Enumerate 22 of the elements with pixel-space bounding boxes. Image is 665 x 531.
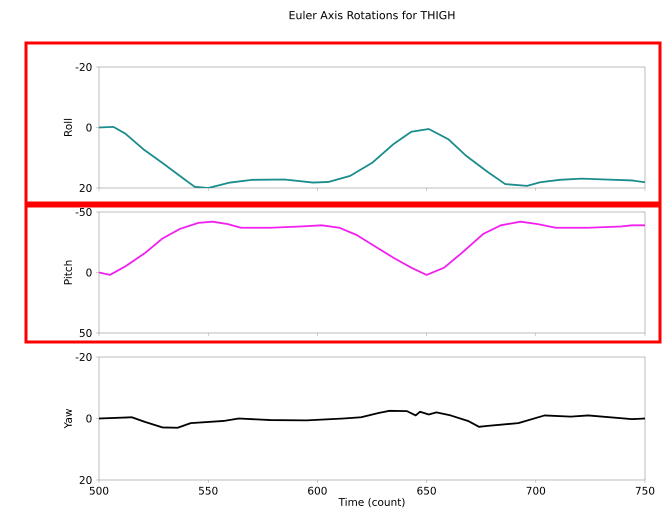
x-tick-label: 600 (308, 486, 327, 495)
y-tick-label: -20 (76, 63, 92, 71)
y-axis-title: Pitch (64, 260, 72, 284)
y-tick-label: 0 (86, 124, 92, 132)
line-series (99, 126, 646, 188)
y-tick-label: -20 (76, 353, 92, 361)
y-tick-label: 20 (80, 184, 92, 192)
y-axis-title: Roll (64, 118, 72, 136)
line-series (99, 220, 646, 276)
chart-title: Euler Axis Rotations for THIGH (290, 10, 454, 20)
x-tick-label: 750 (636, 486, 654, 495)
x-axis-title: Time (count) (338, 498, 405, 508)
y-tick-label: 0 (86, 268, 92, 276)
y-tick-label: 50 (80, 329, 92, 337)
y-tick-label: -50 (76, 208, 92, 216)
x-tick-label: 550 (198, 486, 218, 495)
x-tick-label: 700 (526, 486, 546, 495)
y-axis-title: Yaw (64, 408, 72, 429)
y-tick-label: 20 (80, 476, 92, 484)
x-tick-label: 500 (90, 486, 108, 495)
x-tick-label: 650 (417, 486, 436, 495)
y-tick-label: 0 (86, 414, 92, 422)
